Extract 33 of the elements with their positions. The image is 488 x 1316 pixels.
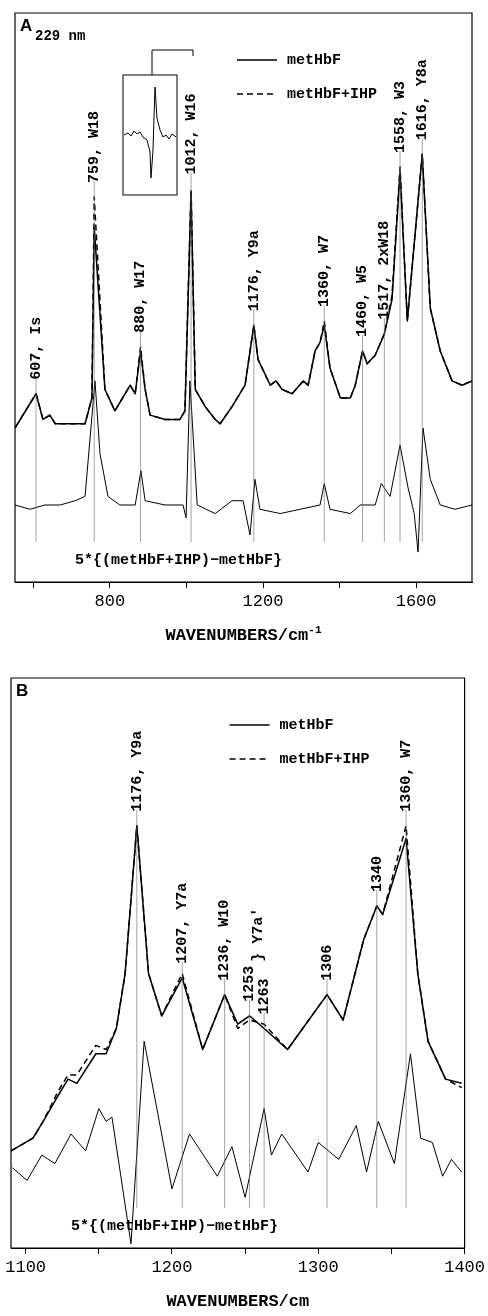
legend-label: metHbF+IHP: [286, 85, 377, 103]
x-tick-label: 1200: [242, 591, 284, 611]
annotation: 1176, Y9a: [128, 730, 146, 812]
chart-title: B: [16, 681, 29, 701]
legend-label: metHbF: [279, 716, 334, 734]
x-tick-label: 1100: [5, 1257, 47, 1277]
annotation: 1236, W10: [216, 899, 234, 981]
annotation: } Y7a': [249, 907, 267, 962]
annotation: 1360, W7: [397, 739, 415, 812]
annotation: 1360, W7: [316, 235, 334, 308]
text: 229 nm: [35, 27, 86, 44]
x-tick-label: 1200: [151, 1257, 193, 1277]
annotation: 607, Is: [27, 316, 45, 380]
annotation: 759, W18: [86, 110, 104, 183]
annotation: 1207, Y7a: [173, 882, 191, 964]
legend-label: metHbF+IHP: [279, 750, 370, 768]
annotation: 1460, W5: [354, 264, 372, 337]
x-tick-label: 1600: [395, 591, 437, 611]
annotation: 5*{(metHbF+IHP)−metHbF}: [75, 551, 283, 569]
annotation: 880, W17: [132, 260, 150, 333]
annotation: 1012, W16: [182, 93, 200, 175]
annotation: 1616, Y8a: [414, 59, 432, 141]
x-axis-title: WAVENUMBERS/cm: [166, 1292, 310, 1311]
annotation: 1176, Y9a: [245, 230, 263, 312]
annotation: 1517, 2xW18: [376, 220, 394, 320]
x-tick-label: 1400: [444, 1257, 485, 1277]
annotation: 1306: [318, 944, 336, 981]
legend-label: metHbF: [286, 51, 341, 69]
x-tick-label: 800: [94, 591, 126, 611]
annotation: 1340: [368, 855, 386, 892]
annotation: 1558, W3: [391, 81, 409, 154]
chart-title: A: [20, 16, 33, 36]
x-tick-label: 1300: [297, 1257, 339, 1277]
